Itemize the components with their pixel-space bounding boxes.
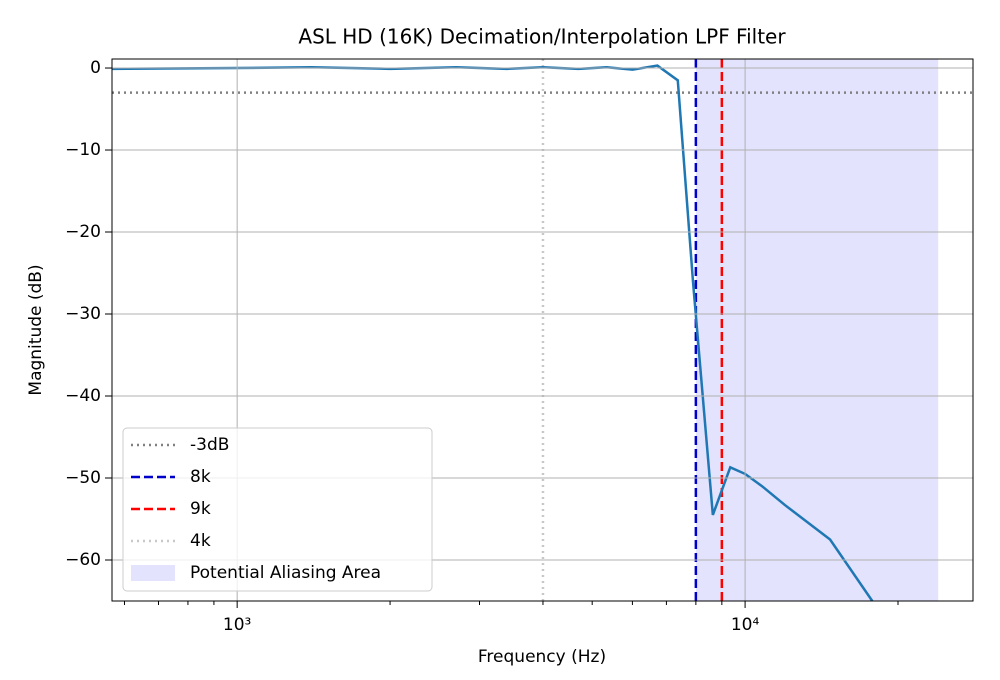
x-tick-label: 10⁴ <box>731 615 760 635</box>
y-tick-label: −40 <box>65 386 101 406</box>
y-axis-label: Magnitude (dB) <box>26 264 46 395</box>
legend-label: 9k <box>190 499 211 519</box>
legend-label: Potential Aliasing Area <box>190 563 381 583</box>
y-tick-label: 0 <box>90 58 101 78</box>
y-tick-label: −10 <box>65 140 101 160</box>
y-tick-label: −50 <box>65 468 101 488</box>
legend-label: 8k <box>190 467 211 487</box>
legend: -3dB 8k 9k 4k Potential Aliasing Area <box>122 427 433 592</box>
x-tick-label: 10³ <box>223 615 251 635</box>
span <box>695 59 939 601</box>
legend-label: -3dB <box>190 435 229 455</box>
x-axis-label: Frequency (Hz) <box>478 647 606 667</box>
axes-frame <box>111 58 974 602</box>
legend-handle <box>131 565 175 581</box>
y-tick-label: −30 <box>65 304 101 324</box>
y-tick-label: −20 <box>65 222 101 242</box>
y-tick-label: −60 <box>65 550 101 570</box>
legend-label: 4k <box>190 531 211 551</box>
chart-title: ASL HD (16K) Decimation/Interpolation LP… <box>298 25 786 49</box>
legend-box <box>122 427 433 592</box>
